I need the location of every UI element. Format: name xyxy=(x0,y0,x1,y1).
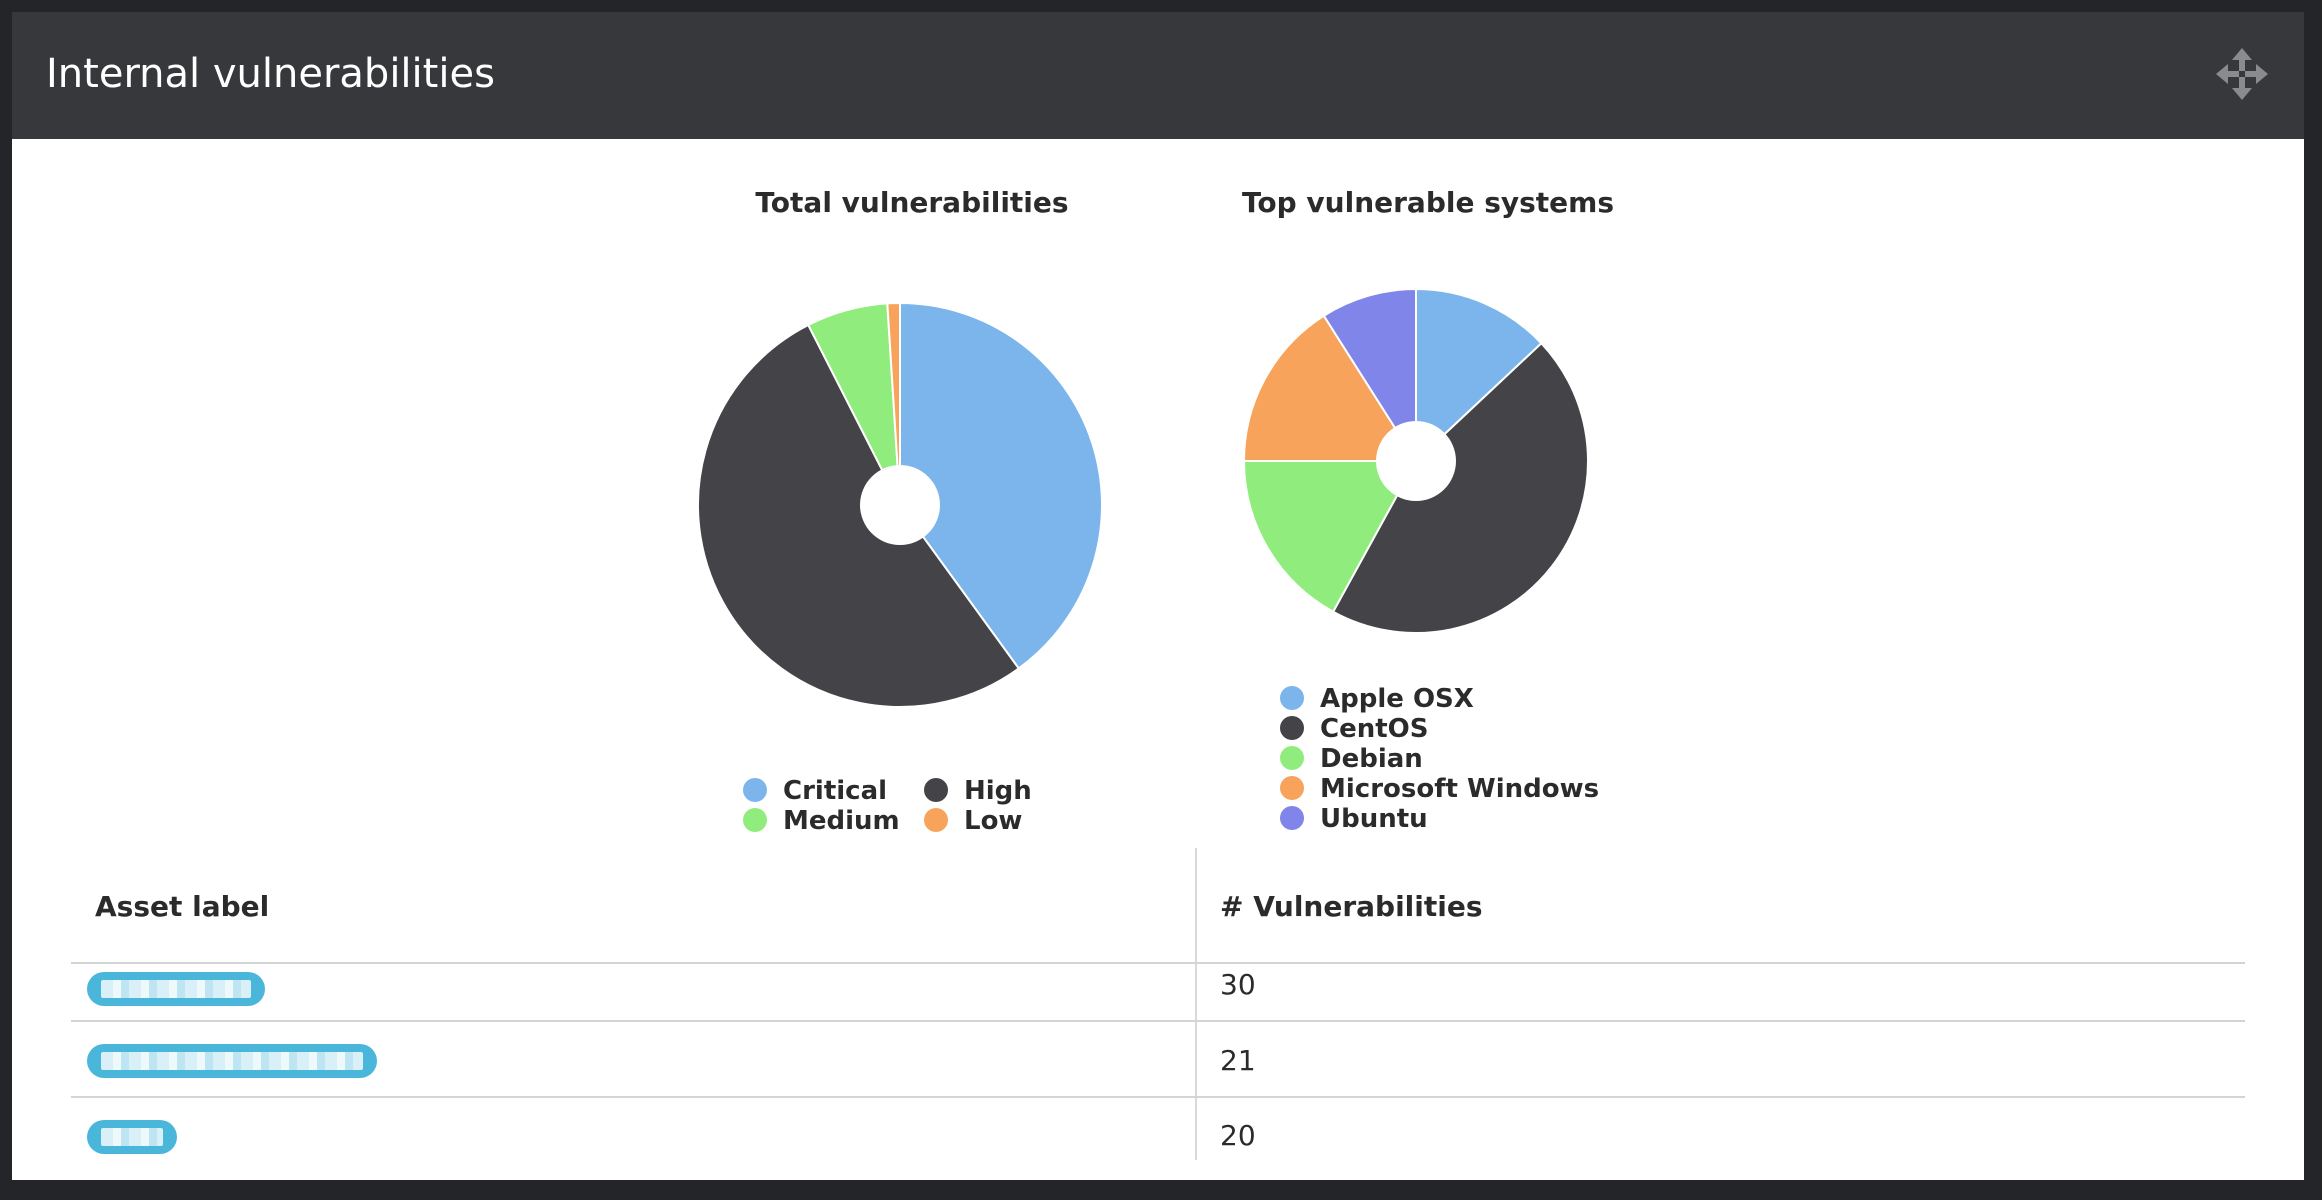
pie-slice-debian[interactable] xyxy=(1242,460,1418,614)
legend-item-centos[interactable]: CentOS xyxy=(1280,714,1428,744)
asset-label-pill[interactable] xyxy=(87,1044,377,1078)
legend-dot-icon xyxy=(743,777,767,802)
legend-dot-icon xyxy=(1280,805,1304,830)
pie-center-hole xyxy=(860,465,940,545)
pie-slice-microsoft-windows[interactable] xyxy=(1242,314,1418,462)
vulnerability-count: 20 xyxy=(1220,1119,1256,1152)
move-arrows-icon[interactable] xyxy=(2214,46,2270,102)
legend-dot-icon xyxy=(1280,715,1304,740)
pie-slice-low[interactable] xyxy=(886,301,901,506)
legend-label: Microsoft Windows xyxy=(1320,774,1600,804)
header-asset-label: Asset label xyxy=(95,890,270,923)
legend-label: Debian xyxy=(1320,744,1423,774)
legend-item-apple-osx[interactable]: Apple OSX xyxy=(1280,684,1474,714)
legend-dot-icon xyxy=(1280,685,1304,710)
legend-dot-icon xyxy=(924,807,948,832)
row-divider xyxy=(71,962,2245,964)
row-divider xyxy=(71,1096,2245,1098)
legend-item-medium[interactable]: Medium xyxy=(743,806,900,836)
legend-item-microsoft-windows[interactable]: Microsoft Windows xyxy=(1280,774,1599,804)
widget-header: Internal vulnerabilities xyxy=(12,12,2304,139)
legend-dot-icon xyxy=(1280,775,1304,800)
legend-item-debian[interactable]: Debian xyxy=(1280,744,1423,774)
pie-slice-high[interactable] xyxy=(696,323,1021,708)
legend-dot-icon xyxy=(1280,745,1304,770)
legend-dot-icon xyxy=(743,807,767,832)
legend-label: High xyxy=(964,776,1032,806)
pie-slice-ubuntu[interactable] xyxy=(1322,287,1417,465)
vulnerability-count: 30 xyxy=(1220,968,1256,1001)
assets-table: Asset label # Vulnerabilities 30 21 20 xyxy=(71,848,2245,1160)
chart-title-systems: Top vulnerable systems xyxy=(1242,186,1614,219)
legend-label: Ubuntu xyxy=(1320,804,1428,834)
pie-slice-critical[interactable] xyxy=(899,301,1103,670)
widget-title: Internal vulnerabilities xyxy=(46,51,495,97)
asset-label-pill[interactable] xyxy=(87,1120,177,1154)
legend-item-ubuntu[interactable]: Ubuntu xyxy=(1280,804,1428,834)
pie-charts xyxy=(696,287,1589,708)
asset-label-pill[interactable] xyxy=(87,972,265,1006)
legend-label: Low xyxy=(964,806,1023,836)
pie-center-hole xyxy=(1376,421,1456,501)
legend-label: CentOS xyxy=(1320,714,1429,744)
legend-label: Medium xyxy=(783,806,900,836)
legend-item-low[interactable]: Low xyxy=(924,806,1022,836)
header-vulnerabilities: # Vulnerabilities xyxy=(1220,890,1483,923)
column-divider xyxy=(1195,848,1197,1160)
pie-slice-apple-osx[interactable] xyxy=(1415,287,1543,464)
legend-label: Critical xyxy=(783,776,888,806)
legend-item-critical[interactable]: Critical xyxy=(743,776,887,806)
legend-label: Apple OSX xyxy=(1320,684,1474,714)
legend-item-high[interactable]: High xyxy=(924,776,1032,806)
row-divider xyxy=(71,1020,2245,1022)
chart-title-total: Total vulnerabilities xyxy=(755,186,1069,219)
vulnerability-count: 21 xyxy=(1220,1044,1256,1077)
legend-dot-icon xyxy=(924,777,948,802)
vulnerabilities-widget: Internal vulnerabilities Total vulnerabi… xyxy=(12,12,2304,1180)
pie-slice-centos[interactable] xyxy=(1331,341,1589,634)
